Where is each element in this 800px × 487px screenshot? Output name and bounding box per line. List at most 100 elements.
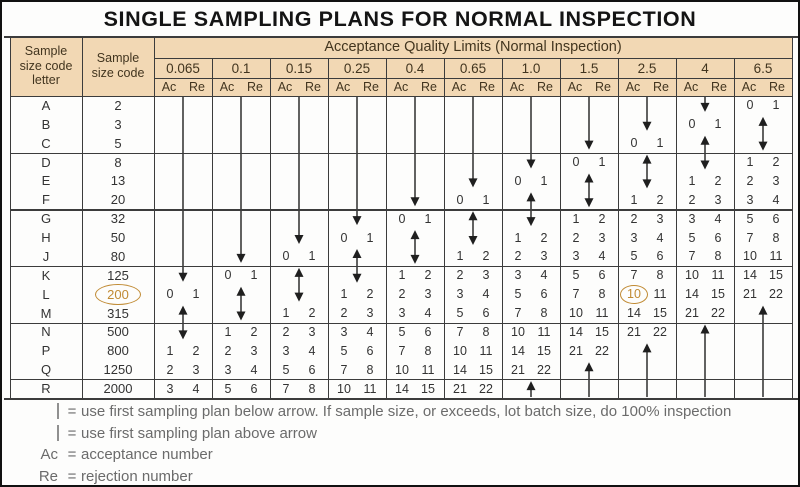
re-value: 22: [537, 362, 551, 377]
re-column-label: Re: [189, 80, 205, 94]
sample-size-5: 5: [114, 135, 122, 151]
code-letter-H: H: [41, 230, 51, 246]
re-value: 8: [540, 306, 548, 321]
ac-value: 7: [572, 287, 580, 302]
re-value: 22: [711, 306, 725, 321]
ac-value: 1: [282, 306, 290, 321]
re-value: 8: [424, 343, 432, 358]
re-value: 6: [482, 306, 490, 321]
legend-text: acceptance number: [81, 446, 213, 463]
ac-value: 2: [282, 324, 290, 339]
grid-line: [10, 36, 12, 398]
re-value: 4: [714, 211, 722, 226]
re-column-label: Re: [653, 80, 669, 94]
ac-column-label: Ac: [451, 80, 467, 94]
ac-value: 7: [746, 230, 754, 245]
ac-value: 2: [572, 230, 580, 245]
up-arrowhead-icon: [584, 173, 594, 183]
ac-value: 14: [627, 306, 641, 321]
re-column-label: Re: [305, 80, 321, 94]
ac-value: 5: [514, 287, 522, 302]
re-column-label: Re: [363, 80, 379, 94]
down-arrowhead-icon: [410, 254, 420, 264]
ac-value: 14: [743, 268, 757, 283]
ac-value: 10: [511, 324, 525, 339]
ac-value: 10: [743, 249, 757, 264]
grid-line: [10, 96, 792, 98]
ac-value: 21: [685, 306, 699, 321]
ac-value: 0: [398, 211, 406, 226]
grid-line: [10, 209, 792, 211]
col-header-sample-size-code-letter: Sample size code letter: [19, 43, 73, 88]
code-letter-Q: Q: [40, 362, 52, 378]
code-letter-B: B: [41, 116, 51, 132]
legend-text: use first sampling plan below arrow. If …: [81, 403, 732, 420]
ac-value: 1: [688, 173, 696, 188]
re-value: 6: [772, 211, 780, 226]
up-arrow-symbol-icon: [57, 424, 59, 441]
re-value: 4: [192, 381, 200, 396]
down-arrowhead-icon: [236, 253, 246, 263]
re-value: 2: [192, 343, 200, 358]
down-arrowhead-icon: [468, 178, 478, 188]
re-column-label: Re: [537, 80, 553, 94]
up-arrowhead-icon: [526, 381, 536, 391]
down-arrowhead-icon: [294, 292, 304, 302]
up-arrowhead-icon: [758, 116, 768, 126]
ac-value: 7: [340, 362, 348, 377]
down-arrowhead-icon: [584, 140, 594, 150]
sample-size-32: 32: [110, 211, 126, 227]
sample-size-50: 50: [110, 230, 126, 246]
re-value: 15: [653, 306, 667, 321]
re-value: 1: [366, 230, 374, 245]
ac-value: 0: [746, 98, 754, 113]
aql-value-0.15: 0.15: [285, 60, 313, 76]
ac-value: 2: [398, 287, 406, 302]
re-value: 15: [479, 362, 493, 377]
aql-value-0.65: 0.65: [459, 60, 487, 76]
ac-value: 10: [337, 381, 351, 396]
re-value: 3: [308, 324, 316, 339]
grid-line: [502, 58, 504, 398]
legend-row: = use first sampling plan below arrow. If…: [2, 401, 798, 422]
re-value: 8: [656, 268, 664, 283]
up-arrowhead-icon: [294, 267, 304, 277]
code-letter-K: K: [41, 267, 51, 283]
down-arrowhead-icon: [410, 197, 420, 207]
re-column-label: Re: [421, 80, 437, 94]
ac-value: 10: [569, 306, 583, 321]
grid-line: [154, 58, 792, 60]
ac-column-label: Ac: [683, 80, 699, 94]
ac-column-label: Ac: [393, 80, 409, 94]
down-arrowhead-icon: [178, 272, 188, 282]
grid-line: [444, 58, 446, 398]
ac-value: 3: [282, 343, 290, 358]
code-letter-R: R: [41, 381, 51, 397]
re-value: 11: [711, 268, 725, 283]
re-value: 15: [711, 287, 725, 302]
grid-line: [4, 398, 798, 400]
ac-value: 14: [395, 381, 409, 396]
down-arrowhead-icon: [468, 236, 478, 245]
ac-value: 1: [340, 287, 348, 302]
ac-value: 2: [340, 306, 348, 321]
code-letter-D: D: [41, 154, 51, 170]
grid-line: [560, 58, 562, 398]
re-value: 2: [540, 230, 548, 245]
legend-equals: =: [67, 467, 77, 485]
ac-column-label: Ac: [567, 80, 583, 94]
code-letter-F: F: [42, 192, 50, 208]
code-letter-G: G: [40, 211, 52, 227]
ac-value: 2: [166, 362, 174, 377]
sample-size-80: 80: [110, 248, 126, 264]
grid-line: [10, 322, 792, 324]
ac-value: 7: [398, 343, 406, 358]
re-value: 8: [308, 381, 316, 396]
page-title: SINGLE SAMPLING PLANS FOR NORMAL INSPECT…: [103, 7, 697, 31]
up-arrowhead-icon: [178, 305, 188, 315]
re-column-label: Re: [711, 80, 727, 94]
re-value: 1: [192, 287, 200, 302]
down-arrow-symbol-icon: [57, 403, 59, 419]
re-value: 2: [366, 287, 374, 302]
legend-row: Ac = acceptance number: [2, 444, 798, 465]
